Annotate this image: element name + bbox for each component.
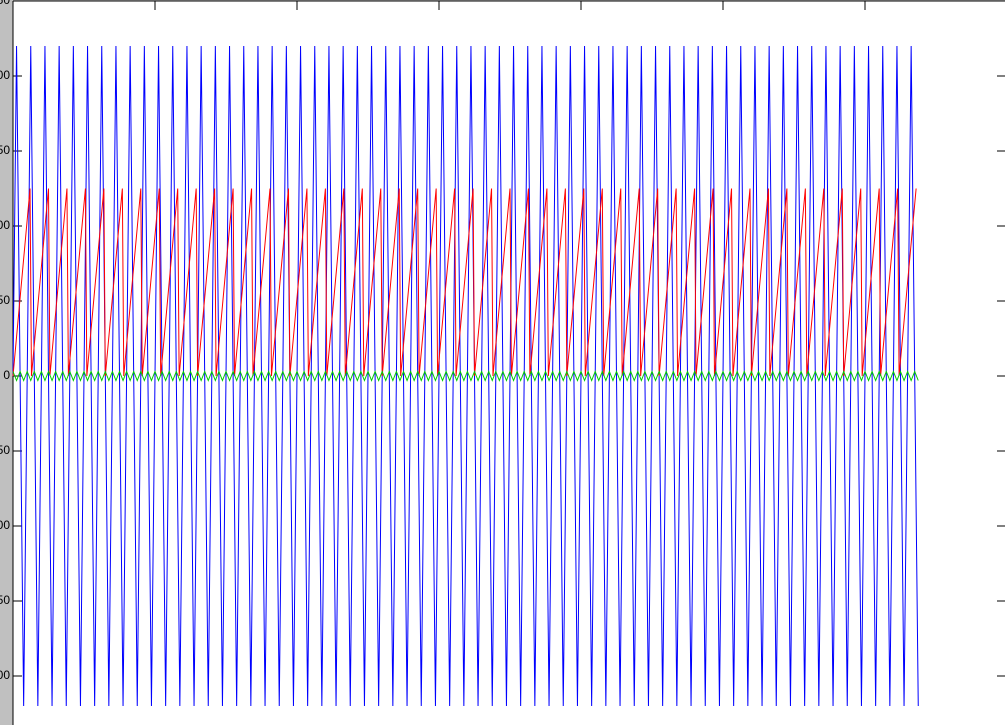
y-tick-label: 0 bbox=[3, 368, 10, 382]
y-tick-label: 150 bbox=[0, 143, 10, 157]
y-tick-label: -50 bbox=[0, 443, 10, 457]
series-line bbox=[12, 45, 919, 707]
y-tick-label: 50 bbox=[0, 293, 10, 307]
y-tick-label: 200 bbox=[0, 68, 10, 82]
y-tick-label: -200 bbox=[0, 668, 10, 682]
series-line bbox=[12, 370, 919, 382]
series-line bbox=[12, 188, 917, 377]
y-tick-label: -150 bbox=[0, 593, 10, 607]
y-tick-label: 250 bbox=[0, 0, 10, 7]
y-tick-label: 100 bbox=[0, 218, 10, 232]
y-tick-label: -100 bbox=[0, 518, 10, 532]
